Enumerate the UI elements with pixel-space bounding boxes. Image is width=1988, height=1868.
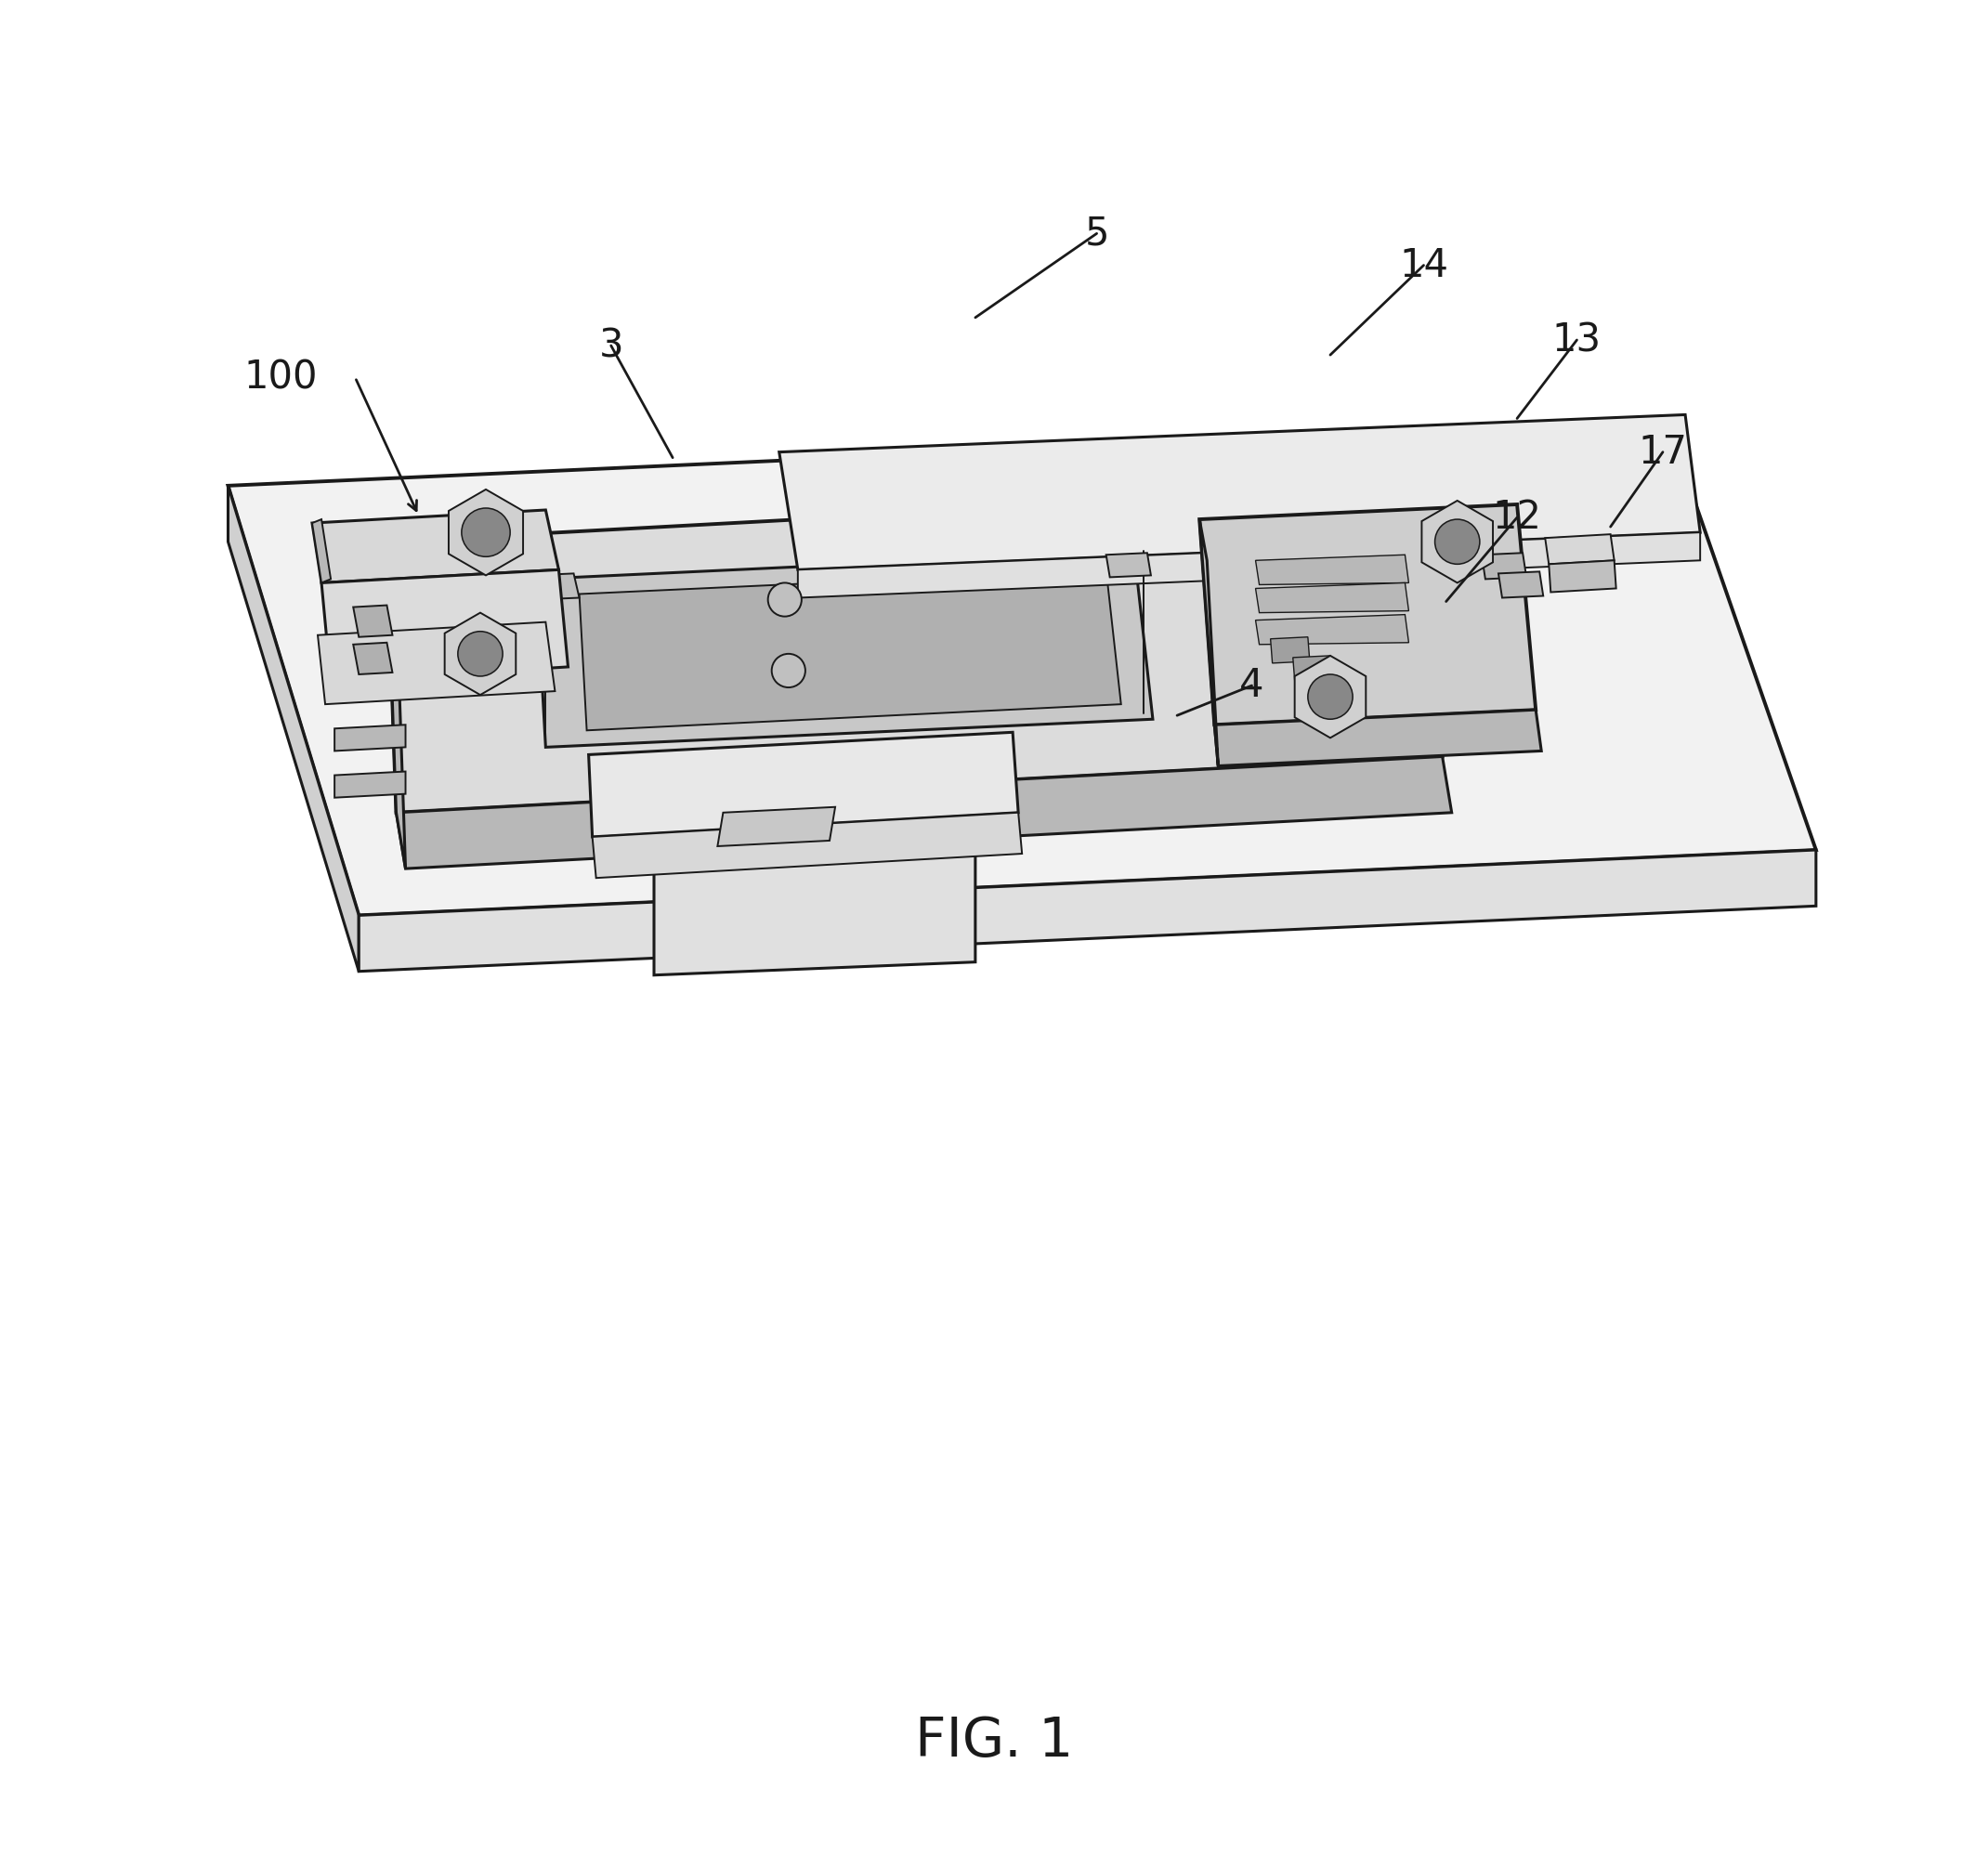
Polygon shape	[354, 643, 392, 674]
Polygon shape	[358, 850, 1815, 971]
Polygon shape	[388, 542, 406, 869]
Polygon shape	[718, 807, 835, 846]
Polygon shape	[1256, 583, 1409, 613]
Circle shape	[1435, 519, 1479, 564]
Text: 4: 4	[1239, 667, 1264, 704]
Polygon shape	[1199, 504, 1537, 725]
Circle shape	[1308, 674, 1352, 719]
Text: 14: 14	[1400, 247, 1449, 284]
Polygon shape	[1256, 615, 1409, 644]
Polygon shape	[312, 519, 330, 583]
Polygon shape	[396, 757, 1451, 869]
Polygon shape	[1421, 501, 1493, 583]
Polygon shape	[1549, 560, 1616, 592]
Polygon shape	[579, 570, 1121, 730]
Polygon shape	[229, 486, 358, 971]
Polygon shape	[779, 415, 1700, 570]
Circle shape	[461, 508, 511, 557]
Polygon shape	[312, 510, 559, 583]
Text: 5: 5	[1083, 215, 1109, 252]
Circle shape	[457, 631, 503, 676]
Polygon shape	[1199, 519, 1219, 766]
Polygon shape	[592, 813, 1022, 878]
Text: 3: 3	[598, 327, 624, 364]
Text: 13: 13	[1553, 321, 1602, 359]
Polygon shape	[388, 486, 1443, 813]
Polygon shape	[1499, 572, 1543, 598]
Polygon shape	[797, 532, 1700, 598]
Text: 12: 12	[1493, 499, 1541, 536]
Polygon shape	[1105, 553, 1151, 577]
Polygon shape	[537, 551, 1153, 747]
Polygon shape	[1316, 674, 1354, 700]
Text: FIG. 1: FIG. 1	[914, 1715, 1074, 1767]
Polygon shape	[1292, 656, 1332, 682]
Text: 17: 17	[1638, 433, 1688, 471]
Polygon shape	[1270, 637, 1310, 663]
Polygon shape	[229, 420, 1815, 915]
Polygon shape	[445, 613, 515, 695]
Circle shape	[767, 583, 801, 616]
Polygon shape	[1545, 534, 1614, 564]
Polygon shape	[322, 570, 569, 682]
Polygon shape	[334, 771, 406, 798]
Polygon shape	[318, 622, 555, 704]
Polygon shape	[1294, 656, 1366, 738]
Circle shape	[771, 654, 805, 687]
Polygon shape	[1481, 553, 1527, 579]
Polygon shape	[588, 732, 1018, 837]
Polygon shape	[334, 725, 406, 751]
Text: 100: 100	[243, 359, 318, 396]
Polygon shape	[1256, 555, 1409, 585]
Polygon shape	[533, 573, 579, 600]
Polygon shape	[354, 605, 392, 637]
Polygon shape	[654, 835, 976, 975]
Polygon shape	[449, 489, 523, 575]
Polygon shape	[1215, 710, 1541, 766]
